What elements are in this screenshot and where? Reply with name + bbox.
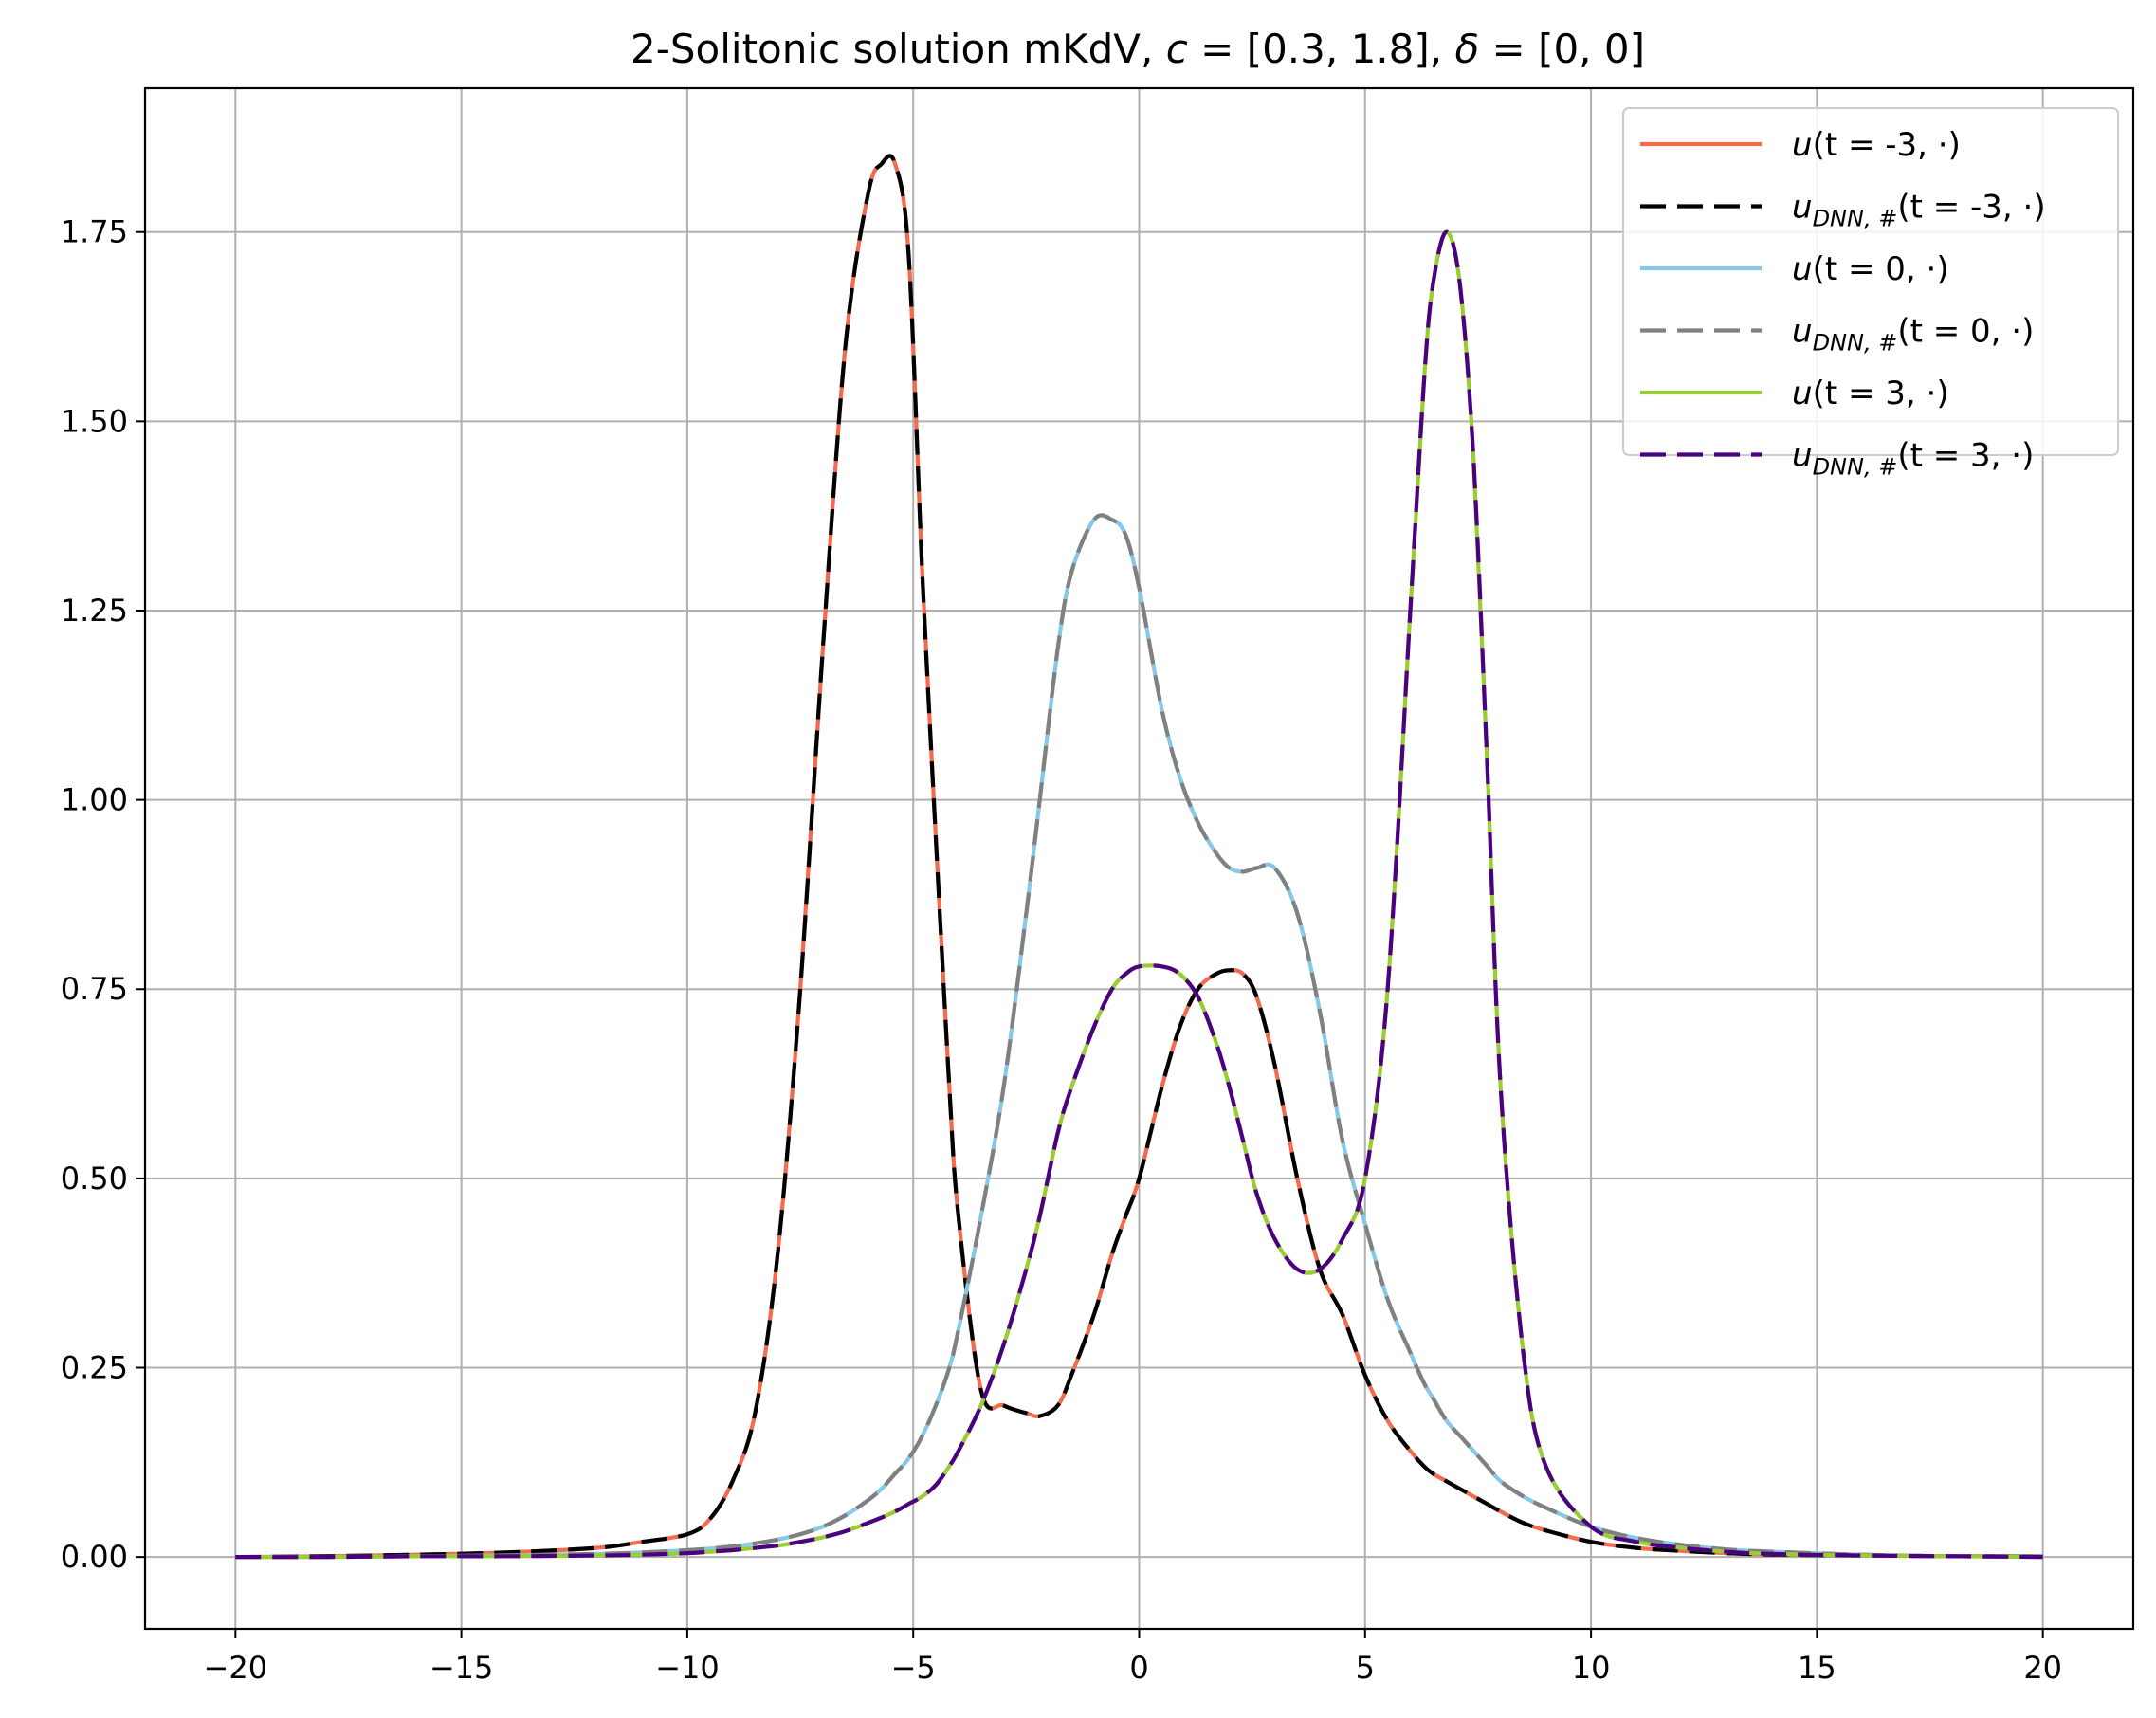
y-tick-label: 0.75 bbox=[61, 971, 128, 1007]
legend-box bbox=[1622, 107, 2119, 456]
x-tick-label: 10 bbox=[1572, 1650, 1611, 1686]
legend: u(t = -3, ·) uDNN, #(t = -3, ·) u(t = 0, ·… bbox=[1622, 107, 2119, 481]
x-tick-label: −15 bbox=[429, 1650, 494, 1686]
axis-ticks: −20 −15 −10 −5 0 5 10 15 20 0.00 0.25 0.50 0.75 1.00 1… bbox=[61, 214, 2062, 1686]
y-tick-label: 0.25 bbox=[61, 1350, 128, 1386]
legend-label: uDNN, #(t = 0, ·) bbox=[1792, 313, 2034, 356]
x-tick-label: −20 bbox=[204, 1650, 268, 1686]
series-line-4 bbox=[235, 513, 2043, 1560]
chart-title: 2-Solitonic solution mKdV, c = [0.3, 1.8… bbox=[630, 26, 1645, 72]
x-tick-label: −5 bbox=[891, 1650, 936, 1686]
x-tick-label: 15 bbox=[1798, 1650, 1836, 1686]
x-tick-label: 5 bbox=[1356, 1650, 1375, 1686]
series-line-6 bbox=[235, 229, 2043, 1560]
legend-label: u(t = -3, ·) bbox=[1792, 126, 1961, 164]
y-tick-label: 0.50 bbox=[61, 1161, 128, 1197]
legend-label: u(t = 0, ·) bbox=[1792, 250, 1949, 288]
legend-label: u(t = 3, ·) bbox=[1792, 375, 1949, 412]
y-tick-label: 1.25 bbox=[61, 593, 128, 629]
legend-label: uDNN, #(t = -3, ·) bbox=[1792, 189, 2046, 232]
legend-label: uDNN, #(t = 3, ·) bbox=[1792, 437, 2034, 481]
series-group bbox=[235, 154, 2043, 1560]
y-tick-label: 0.00 bbox=[61, 1539, 128, 1575]
series-line-2 bbox=[235, 154, 2043, 1560]
x-tick-label: 0 bbox=[1129, 1650, 1148, 1686]
y-tick-label: 1.50 bbox=[61, 403, 128, 439]
y-tick-label: 1.00 bbox=[61, 782, 128, 818]
y-tick-label: 1.75 bbox=[61, 214, 128, 250]
x-tick-label: 20 bbox=[2023, 1650, 2062, 1686]
x-tick-label: −10 bbox=[655, 1650, 720, 1686]
